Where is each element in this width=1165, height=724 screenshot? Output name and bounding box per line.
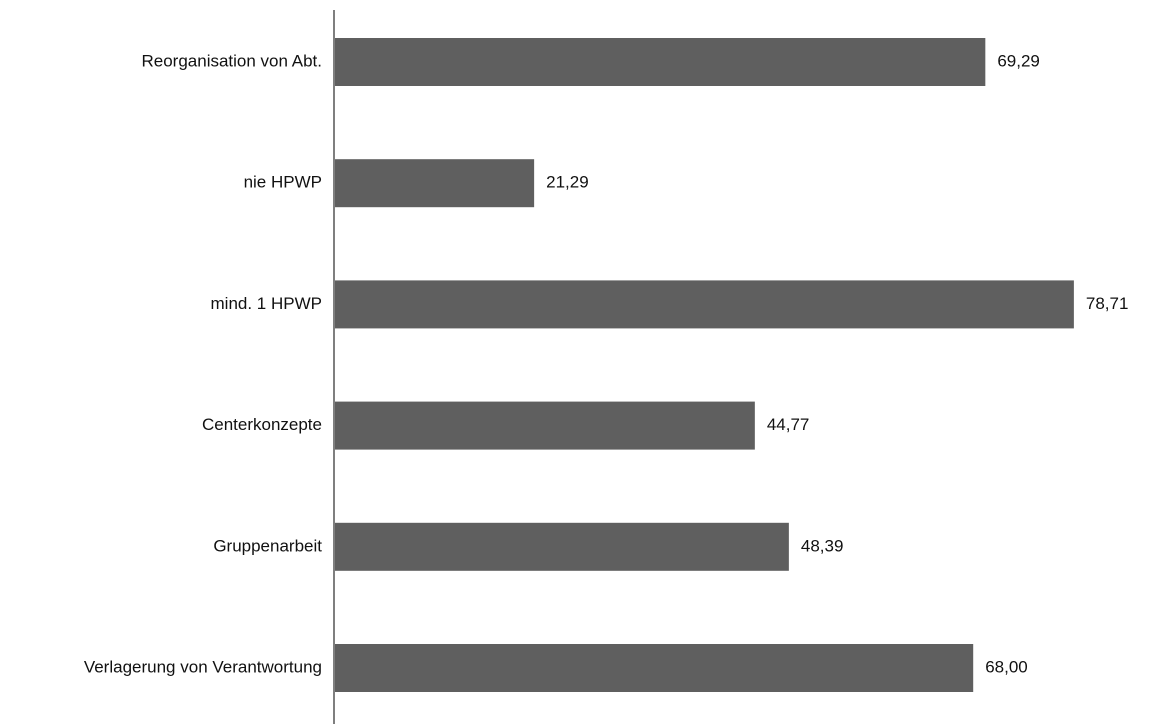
- value-label: 44,77: [767, 415, 810, 434]
- bars-group: [335, 38, 1074, 692]
- bar: [335, 159, 535, 208]
- value-label: 68,00: [985, 657, 1028, 676]
- bar: [335, 38, 986, 86]
- category-label: Verlagerung von Verantwortung: [84, 657, 322, 676]
- bar: [335, 644, 974, 692]
- bar: [335, 522, 789, 571]
- value-label: 21,29: [546, 173, 589, 192]
- value-labels-group: 69,29 21,29 78,71 44,77 48,39 68,00: [546, 51, 1128, 676]
- category-labels-group: Reorganisation von Abt. nie HPWP mind. 1 H…: [84, 51, 322, 676]
- category-label: Reorganisation von Abt.: [141, 51, 322, 70]
- category-label: Centerkonzepte: [202, 415, 322, 434]
- bar: [335, 401, 755, 450]
- category-label: mind. 1 HPWP: [211, 294, 322, 313]
- value-label: 78,71: [1086, 294, 1129, 313]
- bar: [335, 280, 1074, 329]
- category-label: nie HPWP: [244, 173, 322, 192]
- value-label: 69,29: [997, 51, 1040, 70]
- value-label: 48,39: [801, 536, 844, 555]
- category-label: Gruppenarbeit: [213, 536, 322, 555]
